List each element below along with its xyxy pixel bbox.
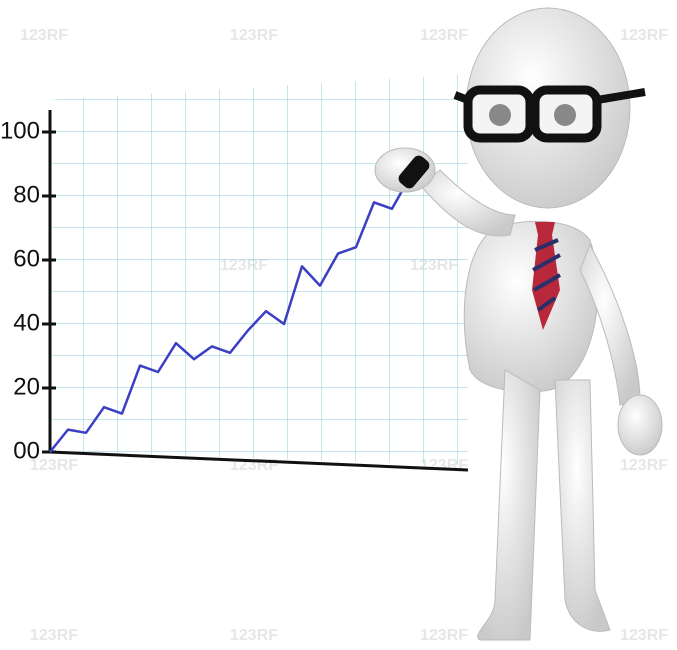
scene: 123RF 123RF 123RF 123RF 123RF 123RF 123RF 123RF… (0, 0, 677, 650)
watermark: 123RF (30, 627, 78, 644)
watermark: 123RF (620, 457, 668, 474)
watermark: 123RF (420, 27, 468, 44)
y-tick-label: 20 (13, 373, 40, 400)
watermark: 123RF (230, 627, 278, 644)
watermark: 123RF (620, 627, 668, 644)
y-tick-label: 40 (13, 309, 40, 336)
y-tick-label: 00 (13, 437, 40, 464)
watermark: 123RF (230, 27, 278, 44)
grid-board (50, 74, 468, 465)
y-tick-label: 100 (0, 117, 40, 144)
y-tick-label: 60 (13, 245, 40, 272)
watermark: 123RF (620, 27, 668, 44)
watermark: 123RF (420, 627, 468, 644)
watermark: 123RF (20, 27, 68, 44)
y-tick-label: 80 (13, 181, 40, 208)
